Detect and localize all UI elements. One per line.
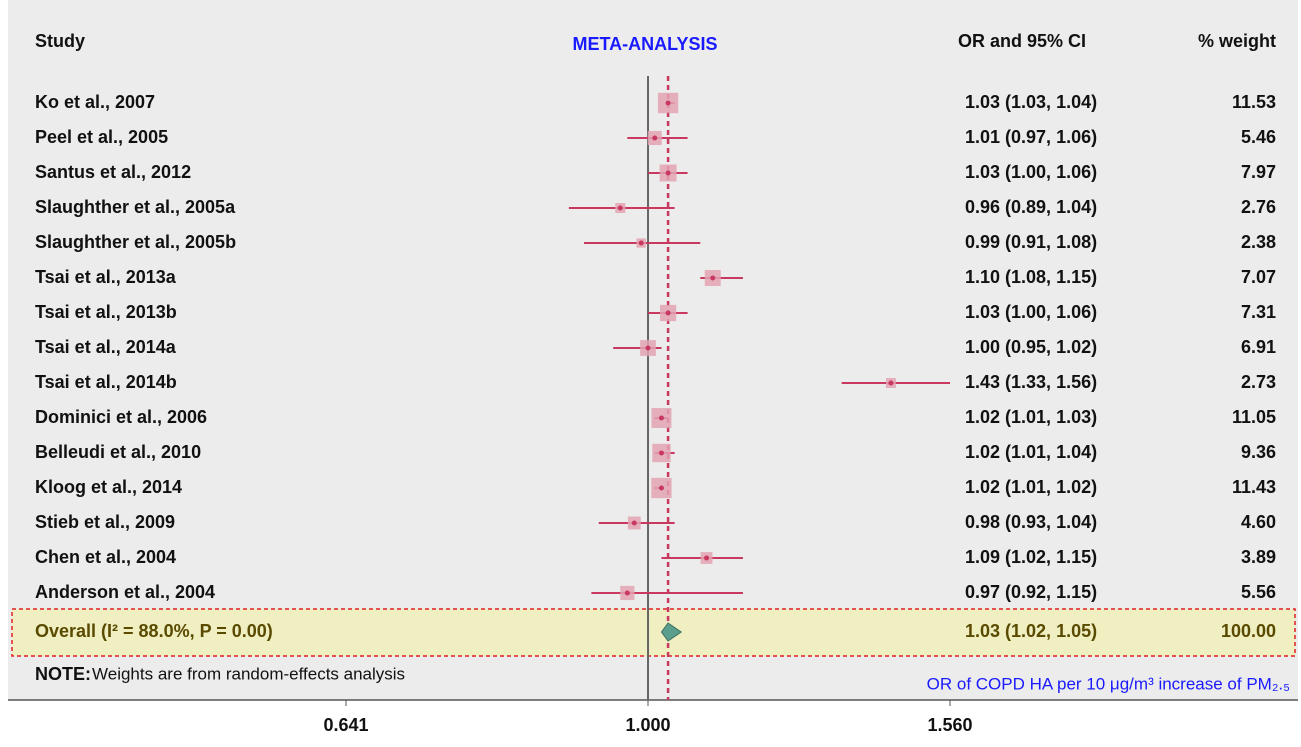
study-label: Slaughther et al., 2005a	[35, 197, 236, 217]
weight-label: 11.53	[1232, 92, 1276, 112]
weight-label: 11.05	[1232, 407, 1276, 427]
note: Weights are from random-effects analysis	[92, 664, 405, 683]
point	[665, 310, 671, 316]
ci-label: 1.03 (1.00, 1.06)	[965, 162, 1097, 182]
ci-label: 1.01 (0.97, 1.06)	[965, 127, 1097, 147]
ci-label: 1.10 (1.08, 1.15)	[965, 267, 1097, 287]
study-label: Slaughther et al., 2005b	[35, 232, 236, 252]
point	[658, 485, 664, 491]
weight-label: 11.43	[1232, 477, 1276, 497]
study-label: Dominici et al., 2006	[35, 407, 207, 427]
header-weight: % weight	[1198, 31, 1276, 51]
ci-label: 1.09 (1.02, 1.15)	[965, 547, 1097, 567]
weight-label: 9.36	[1241, 442, 1276, 462]
chart-title: META-ANALYSIS	[572, 34, 717, 54]
weight-label: 5.56	[1241, 582, 1276, 602]
ci-label: 1.02 (1.01, 1.04)	[965, 442, 1097, 462]
weight-label: 7.07	[1241, 267, 1276, 287]
weight-label: 3.89	[1241, 547, 1276, 567]
point	[665, 170, 671, 176]
point	[638, 240, 644, 246]
x-tick-label: 1.560	[927, 715, 972, 735]
x-axis-label: OR of COPD HA per 10 μg/m³ increase of P…	[927, 674, 1290, 693]
point	[665, 100, 671, 106]
study-label: Tsai et al., 2014b	[35, 372, 177, 392]
weight-label: 7.31	[1241, 302, 1276, 322]
ci-label: 0.96 (0.89, 1.04)	[965, 197, 1097, 217]
ci-label: 1.02 (1.01, 1.03)	[965, 407, 1097, 427]
ci-label: 0.99 (0.91, 1.08)	[965, 232, 1097, 252]
weight-label: 2.73	[1241, 372, 1276, 392]
x-tick-label: 1.000	[625, 715, 670, 735]
study-label: Kloog et al., 2014	[35, 477, 182, 497]
study-label: Tsai et al., 2014a	[35, 337, 177, 357]
study-label: Tsai et al., 2013b	[35, 302, 177, 322]
overall-label: Overall (I² = 88.0%, P = 0.00)	[35, 621, 273, 641]
study-label: Ko et al., 2007	[35, 92, 155, 112]
point	[710, 275, 716, 281]
point	[658, 450, 664, 456]
weight-label: 2.76	[1241, 197, 1276, 217]
overall-box	[11, 608, 1296, 657]
ci-label: 1.02 (1.01, 1.02)	[965, 477, 1097, 497]
study-label: Tsai et al., 2013a	[35, 267, 177, 287]
weight-label: 2.38	[1241, 232, 1276, 252]
point	[631, 520, 637, 526]
study-label: Anderson et al., 2004	[35, 582, 215, 602]
point	[652, 135, 658, 141]
ci-label: 1.03 (1.03, 1.04)	[965, 92, 1097, 112]
study-label: Stieb et al., 2009	[35, 512, 175, 532]
study-label: Belleudi et al., 2010	[35, 442, 201, 462]
point	[645, 345, 651, 351]
ci-label: 1.43 (1.33, 1.56)	[965, 372, 1097, 392]
overall-diamond	[660, 622, 683, 642]
ci-label: 1.03 (1.00, 1.06)	[965, 302, 1097, 322]
ci-label: 1.00 (0.95, 1.02)	[965, 337, 1097, 357]
overall-ci: 1.03 (1.02, 1.05)	[965, 621, 1097, 641]
point	[624, 590, 630, 596]
point	[617, 205, 623, 211]
header-study: Study	[35, 31, 85, 51]
point	[704, 555, 710, 561]
study-label: Chen et al., 2004	[35, 547, 176, 567]
weight-label: 5.46	[1241, 127, 1276, 147]
study-label: Santus et al., 2012	[35, 162, 191, 182]
note-label: NOTE:	[35, 664, 91, 684]
overall-weight: 100.00	[1221, 621, 1276, 641]
ci-label: 0.98 (0.93, 1.04)	[965, 512, 1097, 532]
x-tick-label: 0.641	[323, 715, 368, 735]
ci-label: 0.97 (0.92, 1.15)	[965, 582, 1097, 602]
header-ci: OR and 95% CI	[958, 31, 1086, 51]
point	[658, 415, 664, 421]
weight-label: 6.91	[1241, 337, 1276, 357]
weight-label: 4.60	[1241, 512, 1276, 532]
weight-label: 7.97	[1241, 162, 1276, 182]
point	[888, 380, 894, 386]
study-label: Peel et al., 2005	[35, 127, 168, 147]
